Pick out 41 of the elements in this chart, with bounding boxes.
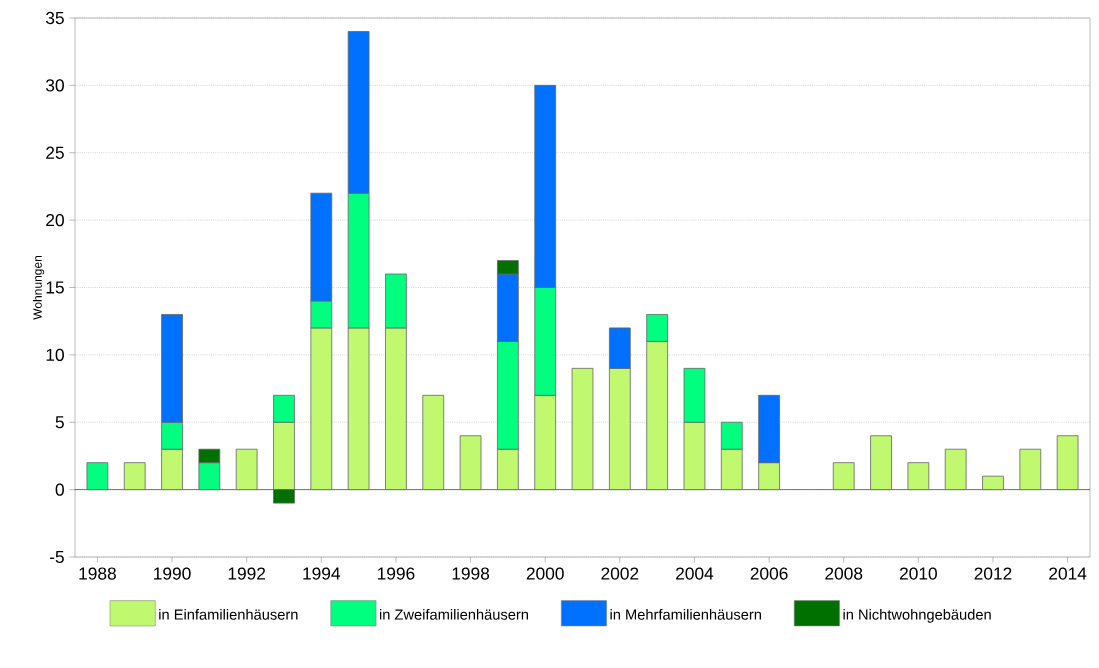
- bar: [571, 367, 594, 491]
- bar: [86, 462, 109, 491]
- y-tick-label: 25: [46, 146, 64, 159]
- x-tick-label: 2014: [1049, 567, 1087, 580]
- legend-label: in Nichtwohngebäuden: [843, 608, 991, 623]
- x-tick-label: 2008: [825, 567, 863, 580]
- bar: [982, 475, 1004, 491]
- y-tick-label: 30: [46, 79, 64, 92]
- x-tick-label: 1996: [377, 567, 415, 580]
- x-tick-label: 2012: [974, 567, 1012, 580]
- bar: [1056, 435, 1079, 491]
- x-tick-label: 2010: [899, 567, 937, 580]
- bar: [123, 462, 146, 491]
- x-tick-label: 2002: [601, 567, 639, 580]
- y-tick-label: 5: [55, 416, 64, 429]
- bar: [907, 462, 930, 491]
- bar: [235, 448, 258, 491]
- legend-label: in Mehrfamilienhäusern: [610, 608, 761, 620]
- bar: [459, 435, 482, 491]
- x-tick-label: 1994: [303, 567, 341, 580]
- bar: [944, 448, 967, 491]
- y-tick-label: -5: [49, 550, 64, 564]
- y-axis-title: Wohnungen: [32, 256, 45, 320]
- x-tick-label: 1990: [154, 567, 191, 580]
- x-tick-label: 1992: [228, 567, 266, 580]
- y-tick-label: 20: [46, 213, 64, 227]
- x-tick-label: 2000: [526, 567, 564, 580]
- legend-label: in Zweifamilienhäusern: [379, 608, 528, 620]
- legend-label: in Einfamilienhäusern: [159, 608, 298, 620]
- y-tick-label: 0: [55, 483, 64, 496]
- y-tick-label: 10: [46, 348, 64, 362]
- y-tick-label: 15: [46, 281, 64, 294]
- x-tick-label: 1998: [452, 567, 490, 580]
- bar: [422, 394, 445, 491]
- bar: [870, 435, 892, 491]
- x-tick-label: 2006: [750, 567, 788, 580]
- x-tick-label: 2004: [676, 567, 714, 580]
- x-tick-label: 1988: [79, 567, 116, 580]
- bar: [1019, 448, 1042, 491]
- bar: [832, 462, 855, 491]
- y-tick-label: 35: [46, 11, 64, 25]
